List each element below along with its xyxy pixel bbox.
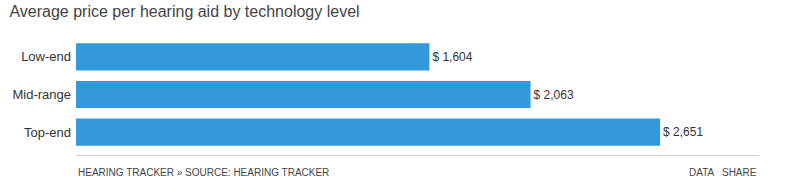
svg-text:$ 2,063: $ 2,063 [534,88,574,102]
svg-text:$ 2,651: $ 2,651 [663,125,703,139]
svg-text:$ 1,604: $ 1,604 [432,50,472,64]
svg-text:Low-end: Low-end [21,49,71,64]
svg-text:DATA SHARE: DATA SHARE [689,167,757,178]
svg-text:HEARING TRACKER » SOURCE: HEAR: HEARING TRACKER » SOURCE: HEARING TRACKE… [78,167,329,178]
svg-text:Mid-range: Mid-range [12,87,71,102]
svg-text:Top-end: Top-end [24,125,71,140]
svg-text:Average price per hearing aid: Average price per hearing aid by technol… [9,3,359,20]
